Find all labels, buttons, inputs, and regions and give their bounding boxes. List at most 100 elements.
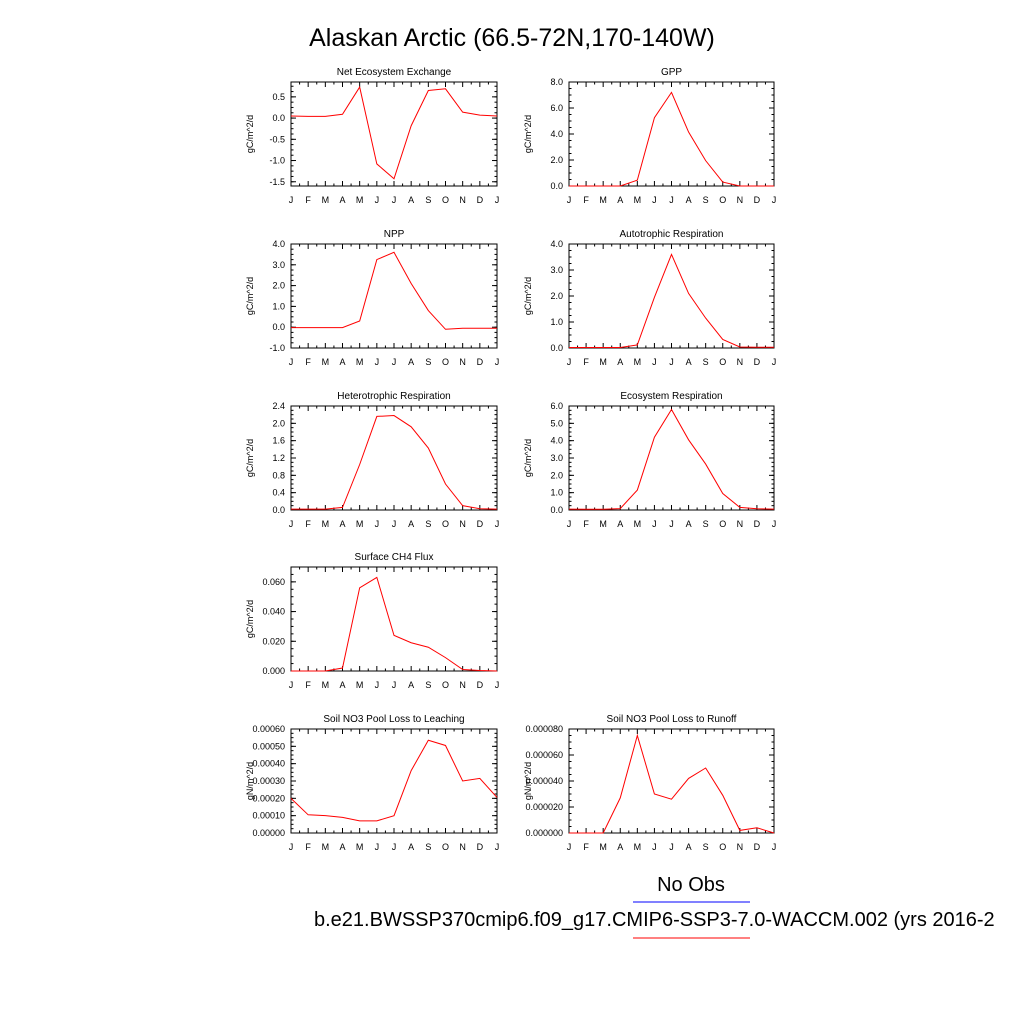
panel-title: Autotrophic Respiration	[620, 229, 724, 240]
series-line-autotrophic-respiration	[569, 253, 774, 348]
y-tick-label: 0.000080	[525, 724, 563, 734]
y-tick-label: 0.000060	[525, 750, 563, 760]
y-tick-label: 2.0	[272, 418, 285, 428]
y-tick-label: 1.0	[550, 317, 563, 327]
x-tick-label: J	[772, 519, 777, 529]
x-tick-label: N	[459, 357, 466, 367]
y-tick-label: 0.00050	[252, 741, 285, 751]
x-tick-label: A	[408, 519, 414, 529]
x-tick-label: S	[425, 357, 431, 367]
panel-title: Net Ecosystem Exchange	[337, 67, 452, 78]
x-tick-label: M	[599, 357, 607, 367]
x-tick-label: A	[686, 842, 692, 852]
y-tick-label: 0.000	[262, 666, 285, 676]
x-tick-label: N	[459, 519, 466, 529]
x-tick-label: J	[289, 357, 294, 367]
plot-frame	[290, 566, 498, 672]
x-tick-label: O	[442, 842, 449, 852]
x-tick-label: J	[495, 680, 500, 690]
x-tick-label: A	[617, 357, 623, 367]
x-tick-label: O	[442, 357, 449, 367]
y-tick-label: 0.5	[272, 92, 285, 102]
x-tick-label: M	[634, 519, 642, 529]
x-tick-label: M	[599, 842, 607, 852]
y-axis-label: gC/m^2/d	[245, 600, 255, 638]
x-tick-label: J	[375, 357, 380, 367]
x-tick-label: F	[305, 842, 311, 852]
x-tick-label: M	[634, 357, 642, 367]
y-tick-label: 1.0	[550, 488, 563, 498]
y-tick-label: 1.6	[272, 436, 285, 446]
series-line-net-ecosystem-exchange	[290, 85, 498, 180]
x-tick-label: D	[754, 195, 761, 205]
panel-title: Soil NO3 Pool Loss to Runoff	[607, 714, 737, 725]
x-tick-label: J	[289, 842, 294, 852]
x-tick-label: F	[305, 195, 311, 205]
panel-title: Soil NO3 Pool Loss to Leaching	[323, 714, 464, 725]
y-tick-label: 3.0	[550, 265, 563, 275]
x-tick-label: F	[305, 357, 311, 367]
x-tick-label: J	[392, 842, 397, 852]
y-axis-label: gC/m^2/d	[523, 115, 533, 153]
x-tick-label: J	[289, 519, 294, 529]
x-tick-label: M	[322, 842, 330, 852]
x-tick-label: S	[425, 680, 431, 690]
x-tick-label: D	[477, 842, 484, 852]
x-tick-label: O	[442, 519, 449, 529]
y-tick-label: 2.0	[550, 155, 563, 165]
x-tick-label: O	[719, 357, 726, 367]
x-tick-label: J	[567, 519, 572, 529]
x-tick-label: S	[703, 519, 709, 529]
x-tick-label: J	[289, 680, 294, 690]
x-tick-label: A	[617, 519, 623, 529]
x-tick-label: M	[356, 195, 364, 205]
panel-title: Ecosystem Respiration	[620, 391, 722, 402]
x-tick-label: J	[772, 842, 777, 852]
y-tick-label: 0.00020	[252, 793, 285, 803]
y-tick-label: 0.040	[262, 607, 285, 617]
y-tick-label: 4.0	[550, 436, 563, 446]
y-axis-label: gC/m^2/d	[523, 439, 533, 477]
x-tick-label: J	[495, 519, 500, 529]
y-axis-label: gN/m^2/d	[523, 762, 533, 800]
x-tick-label: J	[375, 195, 380, 205]
x-tick-label: J	[772, 195, 777, 205]
y-tick-label: -1.0	[269, 156, 285, 166]
y-tick-label: 0.0	[550, 505, 563, 515]
y-axis-label: gC/m^2/d	[245, 439, 255, 477]
x-tick-label: M	[356, 680, 364, 690]
x-tick-label: M	[356, 842, 364, 852]
x-tick-label: J	[495, 195, 500, 205]
x-tick-label: O	[719, 519, 726, 529]
x-tick-label: M	[322, 680, 330, 690]
legend-label-model: b.e21.BWSSP370cmip6.f09_g17.CMIP6-SSP3-7…	[314, 909, 995, 931]
panel-title: GPP	[661, 67, 682, 78]
x-tick-label: F	[305, 680, 311, 690]
plot-frame	[568, 243, 775, 349]
x-tick-label: S	[425, 519, 431, 529]
y-tick-label: 0.0	[272, 505, 285, 515]
panel-title: NPP	[384, 229, 405, 240]
x-tick-label: A	[339, 680, 345, 690]
series-line-soil-no3-pool-loss-to-leaching	[290, 739, 498, 822]
x-tick-label: J	[567, 195, 572, 205]
x-tick-label: J	[567, 842, 572, 852]
y-tick-label: 0.00060	[252, 724, 285, 734]
y-tick-label: 0.000000	[525, 828, 563, 838]
x-tick-label: A	[339, 357, 345, 367]
x-tick-label: J	[392, 195, 397, 205]
x-tick-label: S	[703, 842, 709, 852]
series-line-npp	[291, 251, 497, 330]
x-tick-label: N	[737, 842, 744, 852]
x-tick-label: A	[686, 195, 692, 205]
y-tick-label: 0.00010	[252, 811, 285, 821]
x-tick-label: N	[459, 195, 466, 205]
x-tick-label: A	[408, 680, 414, 690]
y-axis-label: gC/m^2/d	[245, 115, 255, 153]
series-line-surface-ch4-flux	[291, 576, 498, 672]
